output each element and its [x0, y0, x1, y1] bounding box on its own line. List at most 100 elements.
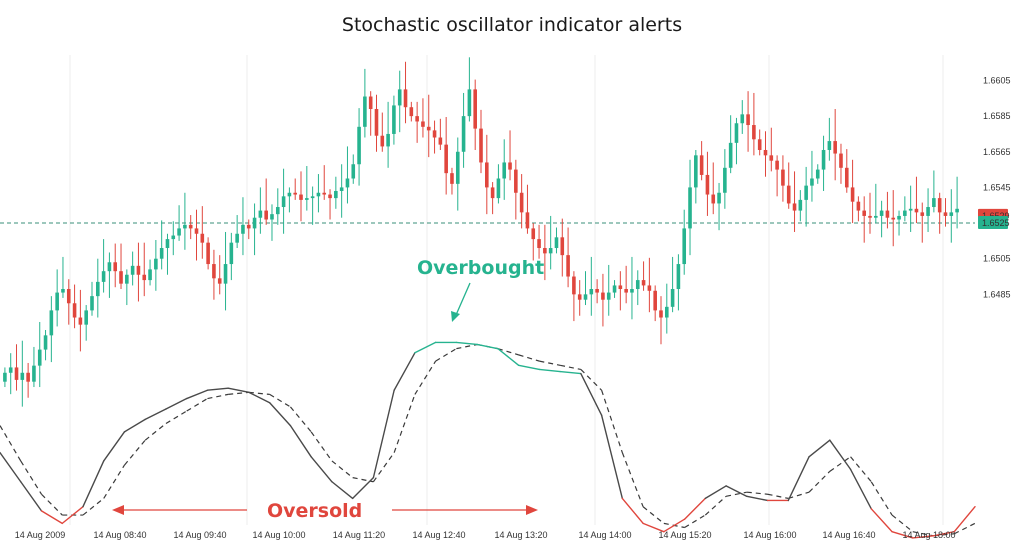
bearish-candle: [66, 289, 71, 304]
bullish-candle: [815, 169, 820, 179]
bullish-candle: [903, 210, 907, 216]
percent-d-segment: [704, 495, 727, 516]
bullish-candle: [955, 208, 959, 213]
bullish-candle: [734, 123, 739, 143]
oversold-arrowhead-right: [526, 505, 538, 515]
percent-k-segment: [829, 439, 852, 470]
stochastic-oscillator: [0, 341, 976, 539]
percent-k-segment: [123, 418, 146, 433]
percent-d-segment: [767, 493, 789, 499]
bearish-candle: [525, 212, 530, 229]
bearish-candle: [641, 280, 646, 286]
x-tick-label: 14 Aug 12:40: [412, 530, 465, 540]
bearish-candle: [705, 174, 710, 195]
bearish-candle: [212, 264, 216, 279]
percent-d-segment: [621, 452, 644, 507]
bullish-candle: [229, 242, 234, 265]
bearish-candle: [322, 192, 327, 195]
percent-k-segment: [0, 451, 22, 483]
bullish-candle: [345, 178, 350, 188]
x-tick-label: 14 Aug 11:20: [333, 530, 385, 540]
percent-k-segment: [683, 497, 707, 520]
bearish-candle: [119, 271, 123, 284]
percent-d-segment: [725, 491, 747, 497]
bullish-candle: [630, 289, 634, 293]
bearish-candle: [856, 201, 861, 211]
percent-d-segment: [580, 369, 603, 391]
percent-k-segment: [932, 530, 955, 537]
bullish-candle: [310, 196, 315, 199]
percent-k-segment: [808, 439, 831, 458]
percent-k-segment: [20, 481, 43, 512]
percent-k-segment: [206, 387, 229, 391]
percent-k-segment: [600, 414, 624, 500]
bearish-candle: [479, 128, 483, 163]
percent-k-segment: [912, 535, 935, 539]
percent-k-segment: [414, 341, 437, 354]
bullish-candle: [165, 239, 170, 249]
bullish-candle: [37, 349, 42, 366]
bearish-candle: [217, 278, 222, 284]
percent-d-segment: [891, 514, 914, 533]
bearish-candle: [508, 162, 512, 170]
percent-k-segment: [870, 508, 893, 533]
bullish-candle: [223, 264, 228, 284]
bullish-candle: [130, 265, 135, 275]
bearish-candle: [78, 317, 83, 325]
percent-k-segment: [61, 506, 84, 525]
bearish-candle: [328, 194, 332, 199]
bullish-candle: [3, 372, 7, 382]
percent-k-segment: [372, 389, 395, 479]
bullish-candle: [392, 105, 396, 134]
bearish-candle: [618, 285, 623, 290]
bearish-candle: [14, 367, 19, 380]
bearish-candle: [113, 262, 118, 272]
percent-d-segment: [20, 460, 42, 495]
bullish-candle: [810, 178, 814, 186]
bullish-candle: [821, 149, 826, 170]
percent-d-segment: [82, 497, 105, 516]
bullish-candle: [606, 292, 611, 300]
bearish-candle: [519, 192, 524, 213]
percent-d-segment: [165, 410, 188, 425]
percent-k-segment: [580, 372, 603, 416]
bullish-candle: [397, 89, 402, 106]
bullish-candle: [589, 289, 594, 295]
percent-d-segment: [601, 390, 623, 453]
percent-d-segment: [248, 391, 270, 395]
bullish-candle: [20, 372, 25, 380]
percent-k-segment: [621, 497, 644, 525]
bearish-candle: [26, 372, 30, 382]
percent-d-segment: [642, 506, 665, 524]
bullish-candle: [171, 235, 176, 240]
bearish-candle: [450, 173, 454, 184]
percent-d-segment: [414, 360, 437, 395]
percent-d-segment: [144, 423, 167, 441]
price-badge-label: 1.6529: [982, 211, 1010, 221]
percent-k-segment: [476, 343, 499, 350]
bullish-candle: [635, 280, 640, 290]
percent-k-segment: [787, 456, 810, 502]
bearish-candle: [421, 121, 425, 127]
bullish-candle: [148, 269, 152, 281]
percent-d-segment: [808, 470, 831, 493]
bearish-candle: [757, 139, 762, 150]
percent-k-segment: [331, 481, 354, 500]
bullish-candle: [554, 237, 559, 249]
bullish-candle: [827, 141, 832, 150]
percent-d-segment: [393, 394, 416, 453]
bearish-candle: [432, 130, 437, 138]
percent-d-segment: [228, 391, 249, 395]
bullish-candle: [55, 292, 59, 311]
bullish-candle: [455, 151, 460, 184]
bearish-candle: [763, 149, 768, 156]
bearish-candle: [560, 237, 565, 256]
percent-d-segment: [310, 431, 333, 462]
bullish-candle: [316, 192, 321, 197]
bearish-candle: [572, 276, 576, 295]
bearish-candle: [403, 89, 408, 108]
percent-d-segment: [435, 348, 457, 362]
percent-d-segment: [103, 464, 125, 499]
percent-d-segment: [186, 398, 208, 412]
